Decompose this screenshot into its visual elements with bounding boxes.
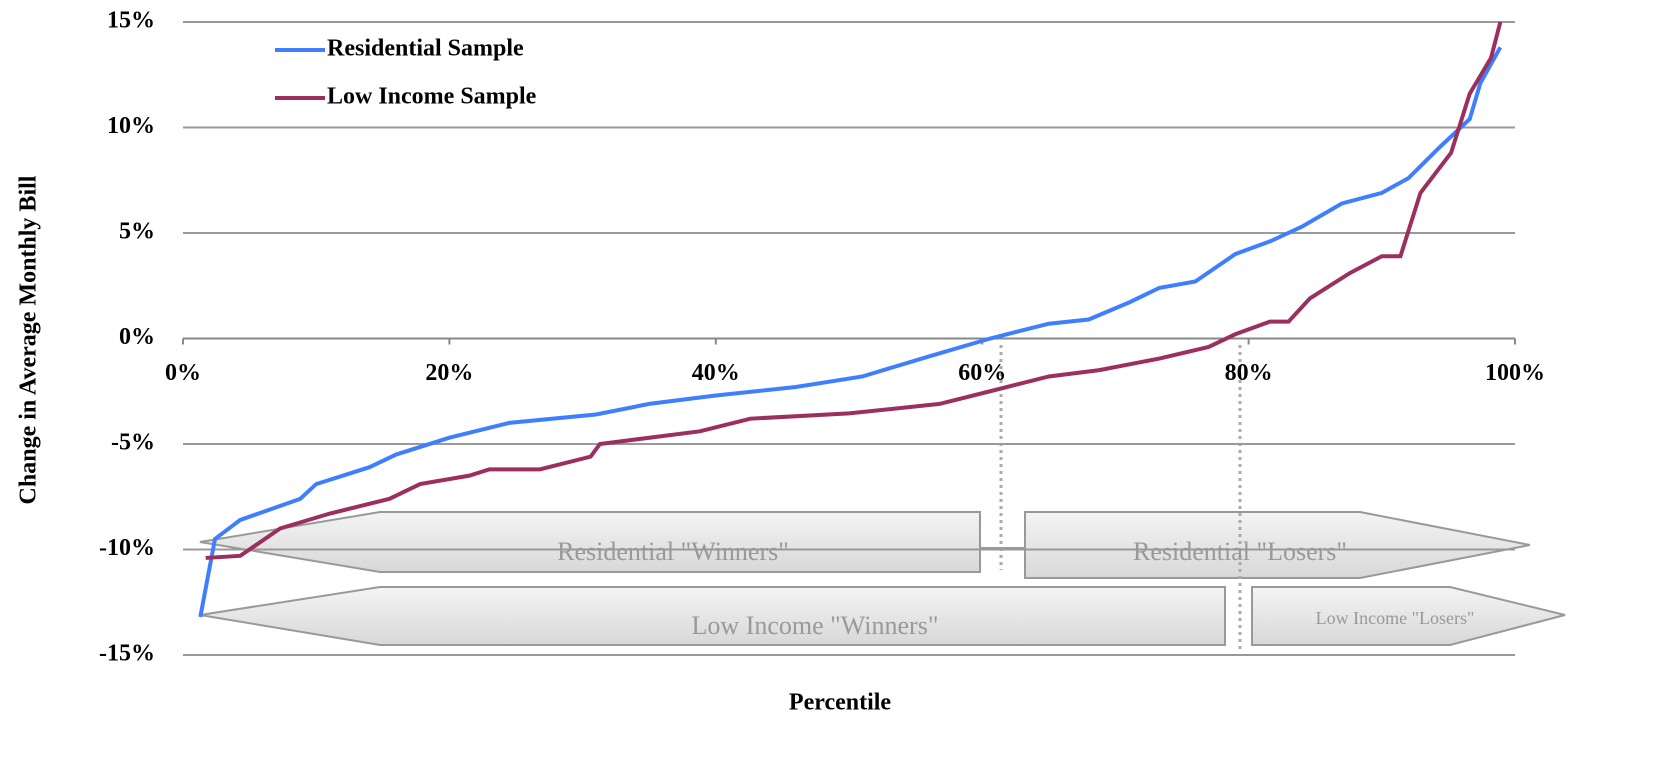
x-tick-label: 60% (958, 360, 1006, 386)
y-tick-label: 15% (107, 8, 155, 34)
legend-label: Residential Sample (327, 36, 524, 62)
y-tick-label: 0% (119, 324, 155, 350)
arrow (1024, 511, 1531, 579)
x-tick-label: 0% (165, 360, 201, 386)
annotation: Low Income "Losers" (1316, 608, 1475, 628)
line (205, 21, 1503, 560)
x-tick-label: 40% (692, 360, 740, 386)
divider-lines (999, 345, 1242, 650)
y-tick-label: 5% (119, 219, 155, 245)
y-axis-label: Change in Average Monthly Bill (16, 175, 42, 504)
y-tick-label: -10% (99, 535, 155, 561)
annotation-arrows (199, 511, 1566, 646)
annotation: Low Income "Winners" (692, 611, 939, 640)
x-tick-label: 80% (1225, 360, 1273, 386)
line (198, 46, 1503, 618)
arrow (199, 586, 1226, 646)
annotation: Residential "Losers" (1133, 537, 1347, 566)
arrow (1251, 586, 1566, 646)
x-axis-label: Percentile (789, 690, 892, 716)
y-tick-label: -15% (99, 641, 155, 667)
y-tick-label: 10% (107, 113, 155, 139)
legend-label: Low Income Sample (327, 84, 537, 110)
x-tick-label: 20% (425, 360, 473, 386)
y-tick-label: -5% (111, 430, 155, 456)
x-tick-label: 100% (1485, 360, 1545, 386)
arrow (199, 511, 981, 573)
annotation: Residential "Winners" (557, 537, 789, 566)
